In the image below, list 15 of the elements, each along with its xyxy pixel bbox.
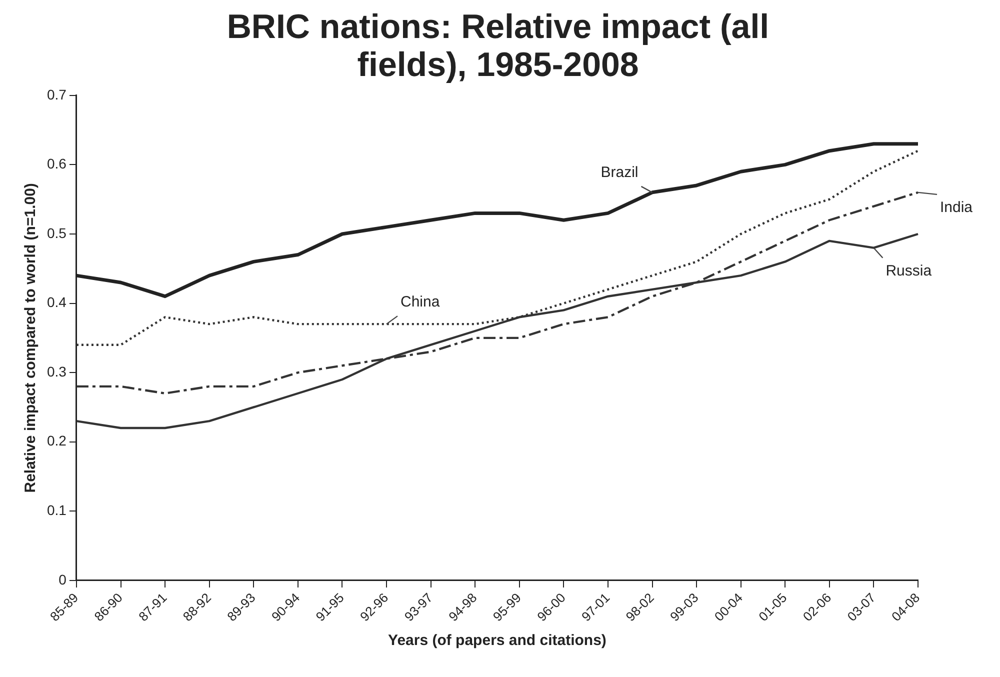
- y-axis-title: Relative impact compared to world (n=1.00): [22, 183, 40, 493]
- y-tick-label: 0.2: [46, 432, 67, 449]
- y-tick-label: 0.6: [46, 156, 67, 172]
- series-label: Brazil: [600, 164, 638, 182]
- y-tick-label: 0: [58, 571, 67, 588]
- x-axis-title: Years (of papers and citations): [388, 632, 606, 650]
- y-tick-label: 0.4: [46, 294, 67, 310]
- y-tick-label: 0.3: [46, 363, 67, 380]
- y-tick-label: 0.1: [46, 502, 67, 518]
- chart-title: BRIC nations: Relative impact (all fields), 1985-2008: [226, 8, 770, 84]
- series-label: India: [940, 199, 974, 216]
- y-tick-label: 0.5: [46, 224, 67, 241]
- series-label: Russia: [886, 262, 932, 280]
- series-label: China: [400, 294, 440, 311]
- y-tick-label: 0.7: [46, 86, 67, 102]
